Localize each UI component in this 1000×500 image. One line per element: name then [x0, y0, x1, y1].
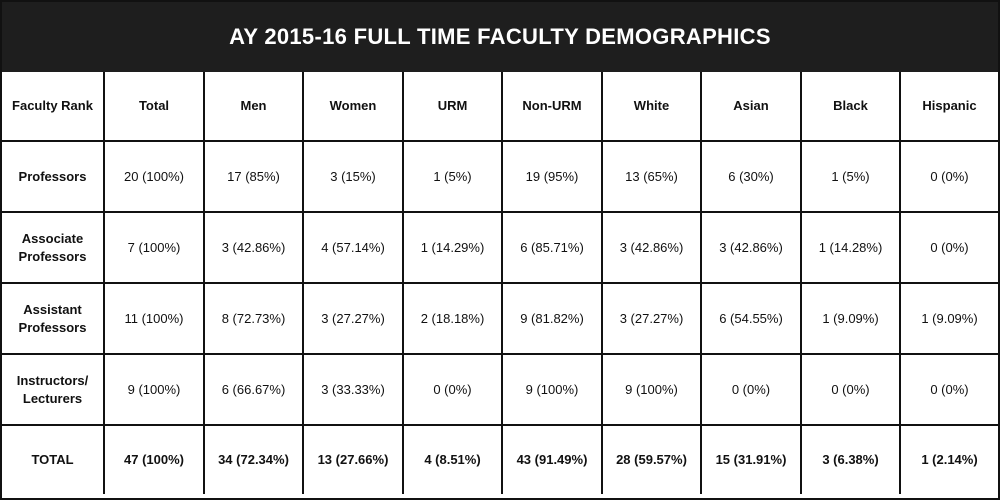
table-title: AY 2015-16 FULL TIME FACULTY DEMOGRAPHIC… — [2, 2, 998, 72]
table-cell: 3 (15%) — [302, 140, 404, 213]
total-cell: 15 (31.91%) — [700, 424, 802, 494]
table-cell: 6 (30%) — [700, 140, 802, 213]
total-cell: 4 (8.51%) — [402, 424, 503, 494]
total-cell: 3 (6.38%) — [800, 424, 901, 494]
column-header-white: White — [601, 72, 702, 142]
row-label-assistant-professors: Assistant Professors — [2, 282, 105, 355]
table-cell: 8 (72.73%) — [203, 282, 304, 355]
table-row: Assistant Professors 11 (100%) 8 (72.73%)… — [2, 282, 998, 355]
table-cell: 6 (54.55%) — [700, 282, 802, 355]
table-cell: 3 (33.33%) — [302, 353, 404, 426]
row-label-total: TOTAL — [2, 424, 105, 494]
table-cell: 1 (9.09%) — [800, 282, 901, 355]
table-cell: 0 (0%) — [899, 140, 998, 213]
table-cell: 1 (14.28%) — [800, 211, 901, 284]
demographics-table: Faculty Rank Total Men Women URM Non-URM… — [2, 72, 998, 494]
table-cell: 0 (0%) — [800, 353, 901, 426]
table-cell: 6 (85.71%) — [501, 211, 603, 284]
column-header-faculty-rank: Faculty Rank — [2, 72, 105, 142]
column-header-non-urm: Non-URM — [501, 72, 603, 142]
table-cell: 3 (27.27%) — [302, 282, 404, 355]
table-cell: 1 (5%) — [800, 140, 901, 213]
table-cell: 0 (0%) — [700, 353, 802, 426]
table-cell: 0 (0%) — [899, 353, 998, 426]
table-cell: 1 (9.09%) — [899, 282, 998, 355]
table-cell: 9 (81.82%) — [501, 282, 603, 355]
table-cell: 1 (14.29%) — [402, 211, 503, 284]
table-cell: 2 (18.18%) — [402, 282, 503, 355]
table-cell: 3 (42.86%) — [700, 211, 802, 284]
table-cell: 4 (57.14%) — [302, 211, 404, 284]
table-cell: 9 (100%) — [501, 353, 603, 426]
table-cell: 0 (0%) — [899, 211, 998, 284]
table-row: Professors 20 (100%) 17 (85%) 3 (15%) 1 … — [2, 140, 998, 213]
table-cell: 19 (95%) — [501, 140, 603, 213]
header-row: Faculty Rank Total Men Women URM Non-URM… — [2, 72, 998, 142]
total-cell: 13 (27.66%) — [302, 424, 404, 494]
total-cell: 34 (72.34%) — [203, 424, 304, 494]
table-cell: 6 (66.67%) — [203, 353, 304, 426]
row-label-associate-professors: Associate Professors — [2, 211, 105, 284]
table-cell: 1 (5%) — [402, 140, 503, 213]
column-header-urm: URM — [402, 72, 503, 142]
table-row: Associate Professors 7 (100%) 3 (42.86%) … — [2, 211, 998, 284]
table-cell: 13 (65%) — [601, 140, 702, 213]
column-header-hispanic: Hispanic — [899, 72, 998, 142]
total-cell: 1 (2.14%) — [899, 424, 998, 494]
column-header-black: Black — [800, 72, 901, 142]
table-cell: 3 (42.86%) — [203, 211, 304, 284]
table-cell: 9 (100%) — [103, 353, 205, 426]
table-cell: 3 (27.27%) — [601, 282, 702, 355]
table-cell: 11 (100%) — [103, 282, 205, 355]
total-cell: 28 (59.57%) — [601, 424, 702, 494]
column-header-women: Women — [302, 72, 404, 142]
table-cell: 3 (42.86%) — [601, 211, 702, 284]
table-row: Instructors/Lecturers 9 (100%) 6 (66.67%… — [2, 353, 998, 426]
total-cell: 43 (91.49%) — [501, 424, 603, 494]
column-header-men: Men — [203, 72, 304, 142]
table-cell: 7 (100%) — [103, 211, 205, 284]
row-label-professors: Professors — [2, 140, 105, 213]
total-cell: 47 (100%) — [103, 424, 205, 494]
column-header-total: Total — [103, 72, 205, 142]
table-cell: 17 (85%) — [203, 140, 304, 213]
row-label-instructors-lecturers: Instructors/Lecturers — [2, 353, 105, 426]
table-cell: 9 (100%) — [601, 353, 702, 426]
column-header-asian: Asian — [700, 72, 802, 142]
table-cell: 20 (100%) — [103, 140, 205, 213]
table-cell: 0 (0%) — [402, 353, 503, 426]
table-body: Faculty Rank Total Men Women URM Non-URM… — [2, 72, 998, 494]
total-row: TOTAL 47 (100%) 34 (72.34%) 13 (27.66%) … — [2, 424, 998, 494]
